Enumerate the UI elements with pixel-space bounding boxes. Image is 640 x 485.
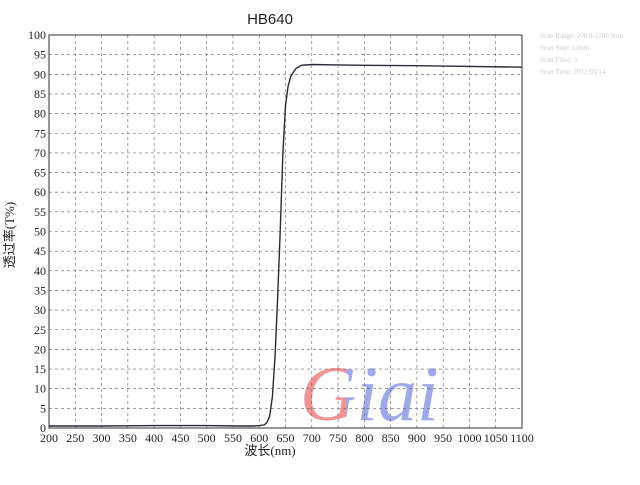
x-tick-label: 350 <box>119 431 137 445</box>
y-tick-label: 75 <box>34 126 46 140</box>
watermark: Giai <box>300 350 439 437</box>
y-tick-label: 90 <box>34 67 46 81</box>
x-tick-label: 1000 <box>457 431 481 445</box>
y-tick-label: 30 <box>34 303 46 317</box>
y-tick-label: 15 <box>34 362 46 376</box>
x-tick-label: 650 <box>277 431 295 445</box>
x-tick-label: 250 <box>66 431 84 445</box>
x-tick-label: 700 <box>303 431 321 445</box>
y-tick-label: 55 <box>34 205 46 219</box>
x-tick-label: 800 <box>355 431 373 445</box>
y-tick-label: 95 <box>34 48 46 62</box>
x-tick-label: 600 <box>250 431 268 445</box>
scan-note: Scan Filter: 5 <box>540 56 578 64</box>
y-tick-label: 60 <box>34 185 46 199</box>
x-tick-label: 1100 <box>510 431 534 445</box>
x-tick-label: 900 <box>408 431 426 445</box>
data-line <box>49 63 523 427</box>
y-tick-label: 5 <box>40 401 46 415</box>
x-tick-label: 850 <box>382 431 400 445</box>
scan-note: Scan Time: 2012/03/14 <box>540 68 606 76</box>
y-tick-label: 25 <box>34 323 46 337</box>
y-tick-label: 35 <box>34 283 46 297</box>
y-tick-label: 100 <box>28 28 46 42</box>
y-tick-label: 50 <box>34 225 46 239</box>
x-tick-label: 950 <box>434 431 452 445</box>
x-axis-label: 波长(nm) <box>244 443 295 458</box>
y-tick-label: 10 <box>34 382 46 396</box>
x-tick-label: 200 <box>40 431 58 445</box>
y-tick-label: 70 <box>34 146 46 160</box>
x-tick-label: 300 <box>93 431 111 445</box>
x-tick-label: 400 <box>145 431 163 445</box>
x-tick-label: 1050 <box>484 431 508 445</box>
plot-frame <box>48 34 523 429</box>
y-tick-label: 65 <box>34 166 46 180</box>
x-tick-label: 550 <box>224 431 242 445</box>
y-tick-label: 80 <box>34 107 46 121</box>
x-tick-label: 500 <box>198 431 216 445</box>
scan-note: Scan Range: 200.0-1100.0nm <box>540 32 624 40</box>
y-tick-label: 85 <box>34 87 46 101</box>
y-tick-label: 20 <box>34 342 46 356</box>
y-tick-label: 40 <box>34 264 46 278</box>
y-tick-label: 0 <box>40 421 46 435</box>
scan-note: Scan Step: 1.0nm <box>540 44 590 52</box>
y-axis-label: 透过率(T%) <box>2 202 17 268</box>
x-tick-label: 750 <box>329 431 347 445</box>
y-tick-label: 45 <box>34 244 46 258</box>
x-tick-label: 450 <box>171 431 189 445</box>
chart-title: HB640 <box>247 11 293 28</box>
